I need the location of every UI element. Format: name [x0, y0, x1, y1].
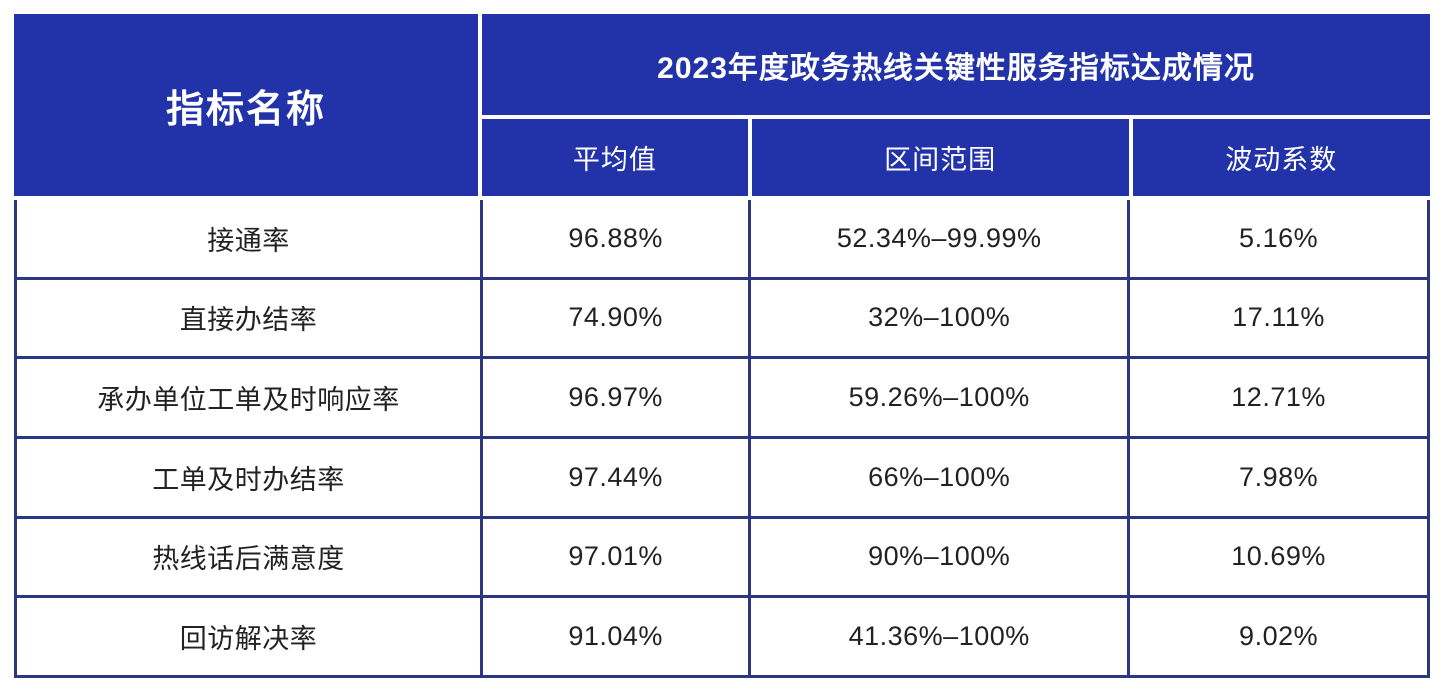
col-header-range: 区间范围: [751, 119, 1129, 196]
cell-range: 66%–100%: [751, 438, 1128, 516]
indicators-table: 指标名称 2023年度政务热线关键性服务指标达成情况 平均值 区间范围 波动系数…: [14, 14, 1430, 678]
row-label: 直接办结率: [17, 279, 481, 357]
cell-range: 52.34%–99.99%: [751, 200, 1128, 277]
cell-range: 59.26%–100%: [751, 359, 1128, 436]
cell-cv: 10.69%: [1130, 518, 1427, 596]
cell-cv: 17.11%: [1130, 279, 1427, 357]
col-header-cv: 波动系数: [1132, 119, 1430, 196]
col-header-average: 平均值: [482, 119, 748, 196]
cell-average: 97.01%: [483, 518, 749, 596]
row-label: 工单及时办结率: [17, 438, 481, 516]
cell-range: 90%–100%: [751, 518, 1128, 596]
table-header: 指标名称 2023年度政务热线关键性服务指标达成情况 平均值 区间范围 波动系数: [14, 14, 1430, 200]
cell-range: 32%–100%: [751, 279, 1128, 357]
cell-average: 74.90%: [483, 279, 749, 357]
table-title: 2023年度政务热线关键性服务指标达成情况: [482, 14, 1430, 115]
row-label: 承办单位工单及时响应率: [17, 359, 481, 436]
cell-cv: 5.16%: [1130, 200, 1427, 277]
cell-average: 96.88%: [483, 200, 749, 277]
row-label: 热线话后满意度: [17, 518, 481, 596]
row-label: 接通率: [17, 200, 481, 277]
cell-cv: 7.98%: [1130, 438, 1427, 516]
table-body: 接通率 96.88% 52.34%–99.99% 5.16% 直接办结率 74.…: [14, 200, 1430, 678]
cell-average: 96.97%: [483, 359, 749, 436]
corner-header-indicator-name: 指标名称: [14, 14, 479, 196]
cell-cv: 12.71%: [1130, 359, 1427, 436]
cell-range: 41.36%–100%: [751, 598, 1128, 675]
row-label: 回访解决率: [17, 598, 481, 675]
cell-average: 97.44%: [483, 438, 749, 516]
cell-cv: 9.02%: [1130, 598, 1427, 675]
cell-average: 91.04%: [483, 598, 749, 675]
